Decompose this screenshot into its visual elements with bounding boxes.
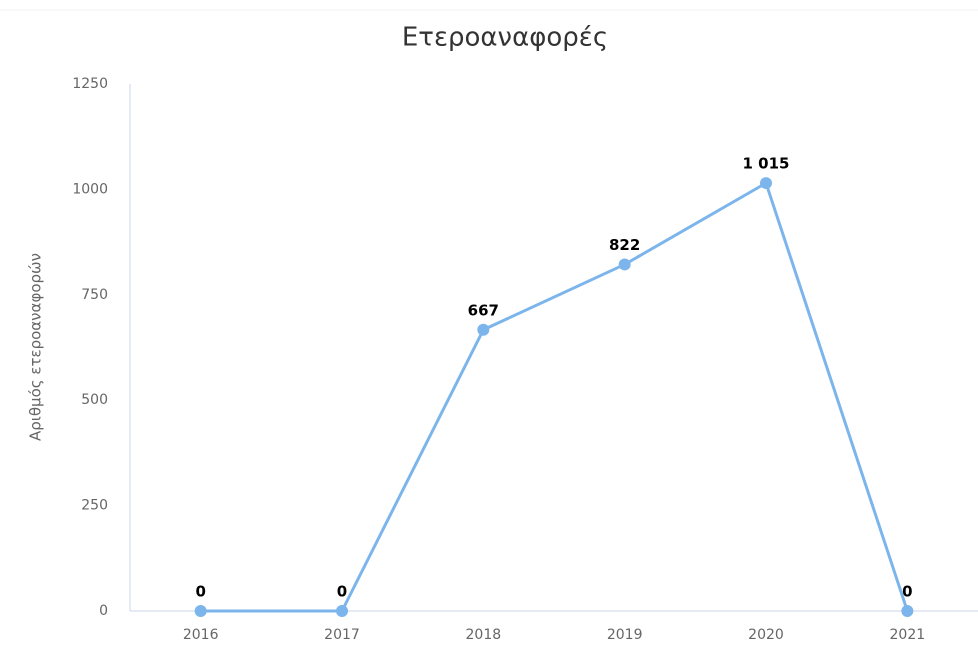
data-label: 667 [468, 301, 499, 319]
y-tick-label: 0 [99, 603, 108, 619]
marker [901, 605, 914, 617]
marker [194, 605, 207, 617]
data-label: 822 [609, 236, 640, 254]
x-tick-label: 2016 [183, 627, 219, 643]
line [200, 181, 909, 613]
y-axis-label: Αριθμός ετεροαναφορών [27, 253, 45, 441]
data-label: 1 015 [743, 155, 790, 173]
y-tick-label: 500 [81, 392, 108, 408]
marker [618, 258, 631, 271]
y-tick-label: 1250 [72, 76, 108, 92]
marker [336, 605, 348, 617]
y-tick-label: 750 [81, 287, 108, 303]
x-tick-label: 2020 [748, 627, 784, 643]
data-label: 0 [195, 583, 205, 601]
x-tick-label: 2017 [324, 627, 360, 643]
y-tick-label: 1000 [72, 181, 108, 197]
data-label: 0 [902, 583, 912, 601]
x-tick-label: 2018 [466, 627, 502, 643]
marker [760, 177, 772, 190]
x-tick-label: 2021 [890, 627, 926, 643]
y-tick-label: 250 [81, 498, 108, 514]
chart-title: Ετεροαναφορές [402, 23, 608, 53]
data-label: 0 [337, 583, 347, 601]
x-tick-label: 2019 [607, 627, 643, 643]
marker [477, 323, 490, 336]
